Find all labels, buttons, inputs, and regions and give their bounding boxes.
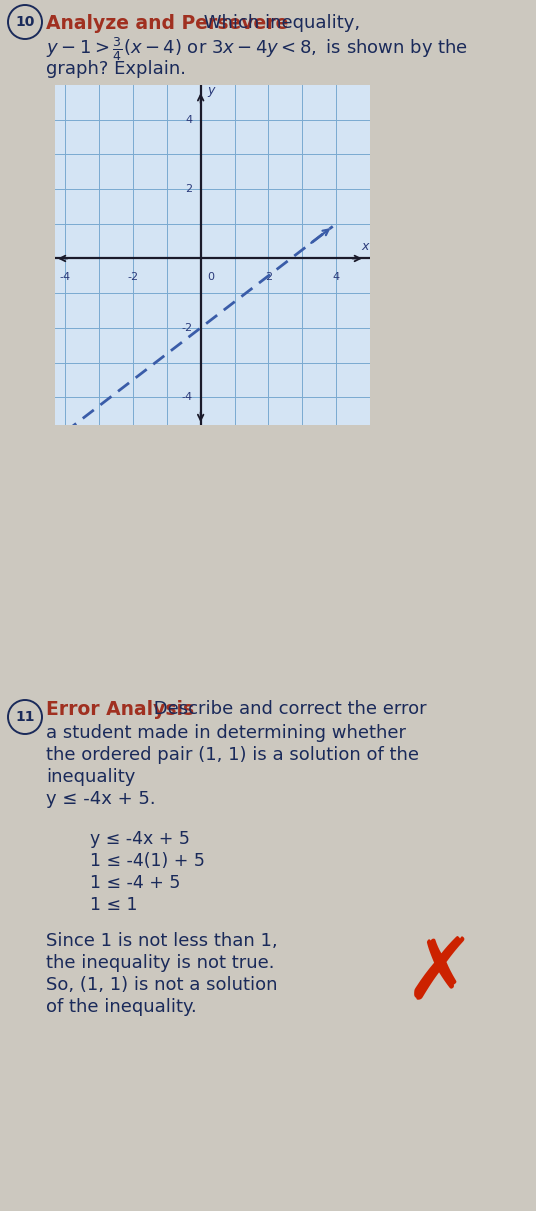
Text: 1 ≤ -4 + 5: 1 ≤ -4 + 5 xyxy=(90,874,181,893)
Text: Error Analysis: Error Analysis xyxy=(46,700,194,719)
Text: the inequality is not true.: the inequality is not true. xyxy=(46,954,274,972)
Text: 1 ≤ -4(1) + 5: 1 ≤ -4(1) + 5 xyxy=(90,853,205,869)
Text: y: y xyxy=(207,84,214,97)
Text: Describe and correct the error: Describe and correct the error xyxy=(148,700,427,718)
Text: 2: 2 xyxy=(265,272,272,282)
Text: 4: 4 xyxy=(332,272,340,282)
Text: y ≤ -4x + 5.: y ≤ -4x + 5. xyxy=(46,790,155,808)
Text: 11: 11 xyxy=(15,710,35,724)
Text: Since 1 is not less than 1,: Since 1 is not less than 1, xyxy=(46,932,278,949)
Text: -2: -2 xyxy=(128,272,138,282)
Text: graph? Explain.: graph? Explain. xyxy=(46,61,186,78)
Text: 1 ≤ 1: 1 ≤ 1 xyxy=(90,896,138,914)
Text: y ≤ -4x + 5: y ≤ -4x + 5 xyxy=(90,830,190,848)
Text: of the inequality.: of the inequality. xyxy=(46,998,197,1016)
Text: Which inequality,: Which inequality, xyxy=(198,15,360,31)
Text: So, (1, 1) is not a solution: So, (1, 1) is not a solution xyxy=(46,976,278,994)
Text: 2: 2 xyxy=(185,184,192,194)
Text: -4: -4 xyxy=(59,272,71,282)
Text: inequality: inequality xyxy=(46,768,136,786)
Text: 10: 10 xyxy=(16,15,35,29)
Text: x: x xyxy=(361,240,369,253)
Text: a student made in determining whether: a student made in determining whether xyxy=(46,724,406,742)
Text: -4: -4 xyxy=(181,392,192,402)
Text: ✗: ✗ xyxy=(404,935,476,1017)
Text: Analyze and Persevere: Analyze and Persevere xyxy=(46,15,288,33)
Text: 4: 4 xyxy=(185,115,192,125)
Text: -2: -2 xyxy=(181,323,192,333)
Text: the ordered pair (1, 1) is a solution of the: the ordered pair (1, 1) is a solution of… xyxy=(46,746,419,764)
Text: $y-1>\frac{3}{4}(x-4)$ or $3x-4y<8,$ is shown by the: $y-1>\frac{3}{4}(x-4)$ or $3x-4y<8,$ is … xyxy=(46,35,468,63)
Text: 0: 0 xyxy=(207,272,214,282)
